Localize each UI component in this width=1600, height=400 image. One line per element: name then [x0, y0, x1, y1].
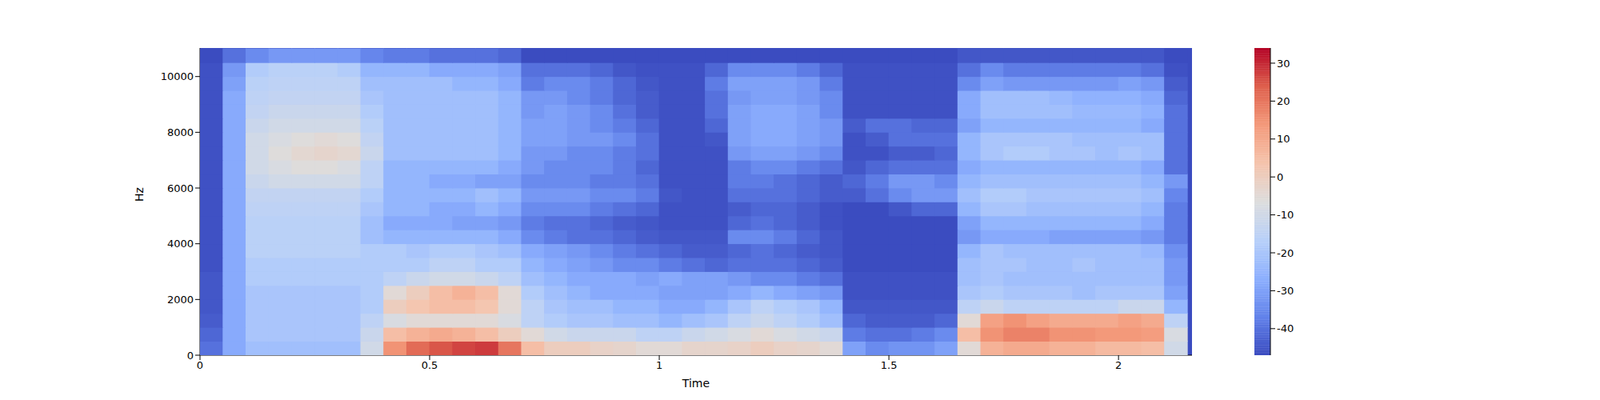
svg-text:6000: 6000 [167, 182, 194, 195]
svg-text:10000: 10000 [160, 70, 194, 83]
svg-text:1: 1 [656, 359, 663, 372]
svg-text:10: 10 [1276, 132, 1291, 145]
svg-text:Time: Time [681, 376, 710, 390]
svg-text:0: 0 [1276, 171, 1284, 184]
svg-text:0: 0 [196, 359, 204, 372]
svg-text:1.5: 1.5 [880, 359, 898, 372]
svg-text:2: 2 [1115, 359, 1122, 372]
svg-text:0.5: 0.5 [421, 359, 439, 372]
svg-text:-20: -20 [1276, 247, 1294, 260]
svg-text:2000: 2000 [167, 293, 194, 306]
svg-text:-40: -40 [1276, 322, 1294, 335]
svg-text:Hz: Hz [132, 187, 146, 202]
svg-text:4000: 4000 [167, 237, 194, 250]
svg-text:-10: -10 [1276, 208, 1294, 221]
svg-text:30: 30 [1276, 57, 1291, 70]
svg-text:-30: -30 [1276, 284, 1294, 297]
svg-text:8000: 8000 [167, 126, 194, 139]
svg-text:0: 0 [187, 349, 194, 362]
svg-text:20: 20 [1276, 95, 1291, 108]
